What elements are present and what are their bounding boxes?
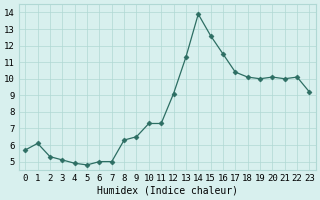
X-axis label: Humidex (Indice chaleur): Humidex (Indice chaleur) [97,186,238,196]
